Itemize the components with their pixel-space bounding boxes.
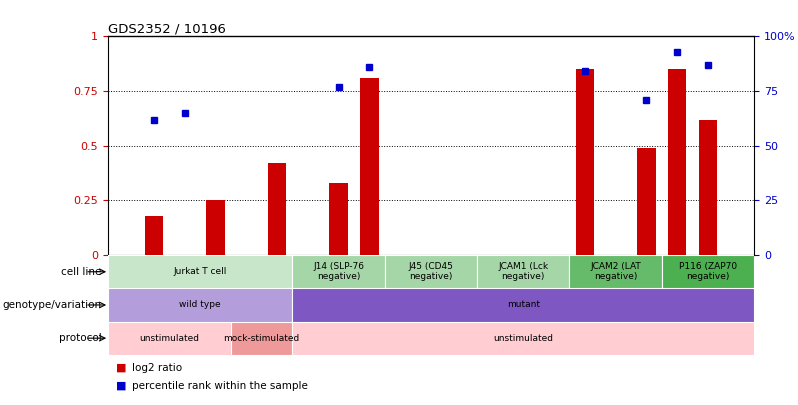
Bar [385,255,477,288]
Text: cell line: cell line [61,267,101,277]
Text: wild type: wild type [180,301,221,309]
Bar [662,255,754,288]
Bar [231,322,292,355]
Bar [575,69,594,255]
Bar [668,69,686,255]
Text: J45 (CD45
negative): J45 (CD45 negative) [409,262,453,281]
Text: genotype/variation: genotype/variation [2,300,101,310]
Text: protocol: protocol [58,333,101,343]
Text: JCAM1 (Lck
negative): JCAM1 (Lck negative) [498,262,548,281]
Text: J14 (SLP-76
negative): J14 (SLP-76 negative) [313,262,364,281]
Text: ■: ■ [116,363,126,373]
Bar [292,322,754,355]
Text: ■: ■ [116,381,126,391]
Bar [268,163,286,255]
Bar [330,183,348,255]
Bar [144,216,163,255]
Bar [699,119,717,255]
Text: mock-stimulated: mock-stimulated [223,334,300,343]
Bar [108,322,231,355]
Bar [637,148,656,255]
Bar [360,78,378,255]
Text: JCAM2 (LAT
negative): JCAM2 (LAT negative) [591,262,641,281]
Bar [570,255,662,288]
Text: P116 (ZAP70
negative): P116 (ZAP70 negative) [679,262,737,281]
Bar [292,255,385,288]
Bar [292,288,754,322]
Bar [108,288,292,322]
Text: log2 ratio: log2 ratio [132,363,182,373]
Bar [206,200,225,255]
Text: Jurkat T cell: Jurkat T cell [173,267,227,276]
Text: GDS2352 / 10196: GDS2352 / 10196 [108,22,226,35]
Bar [477,255,570,288]
Text: mutant: mutant [507,301,539,309]
Text: unstimulated: unstimulated [493,334,553,343]
Bar [108,255,292,288]
Text: percentile rank within the sample: percentile rank within the sample [132,381,307,391]
Text: unstimulated: unstimulated [140,334,200,343]
